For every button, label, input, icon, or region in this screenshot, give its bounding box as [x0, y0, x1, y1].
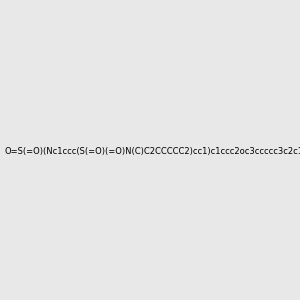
Text: O=S(=O)(Nc1ccc(S(=O)(=O)N(C)C2CCCCC2)cc1)c1ccc2oc3ccccc3c2c1: O=S(=O)(Nc1ccc(S(=O)(=O)N(C)C2CCCCC2)cc1…	[4, 147, 300, 156]
